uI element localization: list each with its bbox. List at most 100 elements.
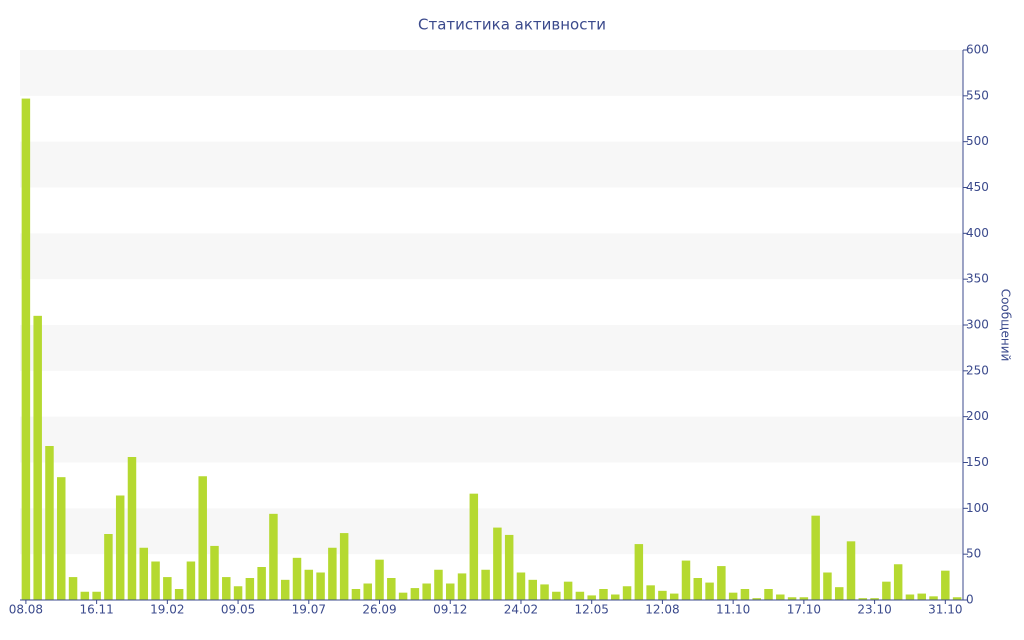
x-tick-label: 09.05 <box>221 603 255 617</box>
bar <box>410 588 420 600</box>
y-tick-label: 350 <box>966 272 989 286</box>
bar <box>68 577 78 600</box>
bar <box>127 457 137 600</box>
bar <box>398 592 408 600</box>
bar <box>304 569 314 600</box>
bar <box>92 591 101 600</box>
bar <box>516 572 526 600</box>
x-tick-label: 31.10 <box>928 603 962 617</box>
bar <box>905 594 915 600</box>
bar <box>174 589 184 600</box>
bar <box>493 527 502 600</box>
bar <box>540 584 549 600</box>
grid-band <box>20 325 963 371</box>
bar <box>269 513 278 600</box>
bar <box>186 561 196 600</box>
x-tick-label: 23.10 <box>857 603 891 617</box>
bar <box>717 566 726 600</box>
bar <box>870 598 879 600</box>
x-tick-label: 12.05 <box>575 603 609 617</box>
bar <box>387 578 396 600</box>
y-tick-label: 550 <box>966 88 989 102</box>
chart-title: Статистика активности <box>418 16 606 34</box>
grid-band <box>20 50 963 96</box>
y-tick-label: 400 <box>966 226 989 240</box>
bar <box>375 559 384 600</box>
bar <box>952 597 962 600</box>
bar <box>446 583 455 600</box>
x-tick-label: 17.10 <box>787 603 821 617</box>
grid-band <box>20 416 963 463</box>
bar <box>481 569 490 600</box>
bar <box>611 594 620 600</box>
x-tick-label: 09.12 <box>433 603 467 617</box>
bar <box>80 591 90 600</box>
bar <box>728 592 738 600</box>
bar <box>752 598 761 600</box>
y-tick-label: 0 <box>966 593 974 607</box>
bar <box>599 589 608 600</box>
bar <box>893 564 903 600</box>
bar <box>151 561 160 600</box>
bar <box>658 590 667 600</box>
bar <box>104 534 113 600</box>
y-tick-label: 250 <box>966 363 989 377</box>
y-tick-label: 100 <box>966 501 989 515</box>
bar <box>163 577 172 600</box>
bar <box>45 446 54 600</box>
x-tick-label: 26.09 <box>362 603 396 617</box>
bar <box>929 596 938 600</box>
bar <box>563 581 573 600</box>
y-tick-label: 450 <box>966 180 989 194</box>
bar <box>846 541 856 600</box>
bar <box>587 595 596 600</box>
x-tick-label: 16.11 <box>79 603 113 617</box>
bar <box>811 515 820 600</box>
bar <box>552 591 561 600</box>
y-axis-title: Сообщений <box>999 289 1013 362</box>
bar <box>351 589 361 600</box>
bar <box>858 598 868 600</box>
bar <box>834 587 844 600</box>
bar <box>705 582 714 600</box>
grid-band <box>20 141 963 188</box>
x-tick-label: 19.07 <box>292 603 326 617</box>
y-tick-label: 200 <box>966 409 989 423</box>
bar <box>622 586 632 600</box>
bar <box>316 572 325 600</box>
bar <box>422 583 431 600</box>
bar <box>245 578 255 600</box>
bar <box>776 594 785 600</box>
bar <box>363 583 372 600</box>
bar <box>457 573 467 600</box>
bar <box>257 567 266 600</box>
y-tick-label: 600 <box>966 43 989 57</box>
bar <box>504 534 514 600</box>
grid-band <box>20 233 963 280</box>
bar <box>740 589 750 600</box>
bar <box>210 545 219 600</box>
bar <box>681 560 691 600</box>
bar <box>292 557 302 600</box>
x-tick-label: 19.02 <box>150 603 184 617</box>
bar <box>669 593 679 600</box>
bar <box>917 593 926 600</box>
bar <box>280 579 290 600</box>
x-tick-label: 12.08 <box>645 603 679 617</box>
bar <box>799 597 809 600</box>
bar <box>693 578 703 600</box>
x-tick-label: 24.02 <box>504 603 538 617</box>
bar <box>634 544 644 600</box>
x-tick-label: 08.08 <box>9 603 43 617</box>
x-tick-label: 11.10 <box>716 603 750 617</box>
bar <box>115 495 125 600</box>
bar <box>139 547 149 600</box>
bar <box>222 577 231 600</box>
y-tick-label: 300 <box>966 318 989 332</box>
grid-band <box>20 508 963 555</box>
bar <box>882 581 891 600</box>
bar <box>764 589 773 600</box>
bar <box>328 547 337 600</box>
bar <box>233 586 243 600</box>
